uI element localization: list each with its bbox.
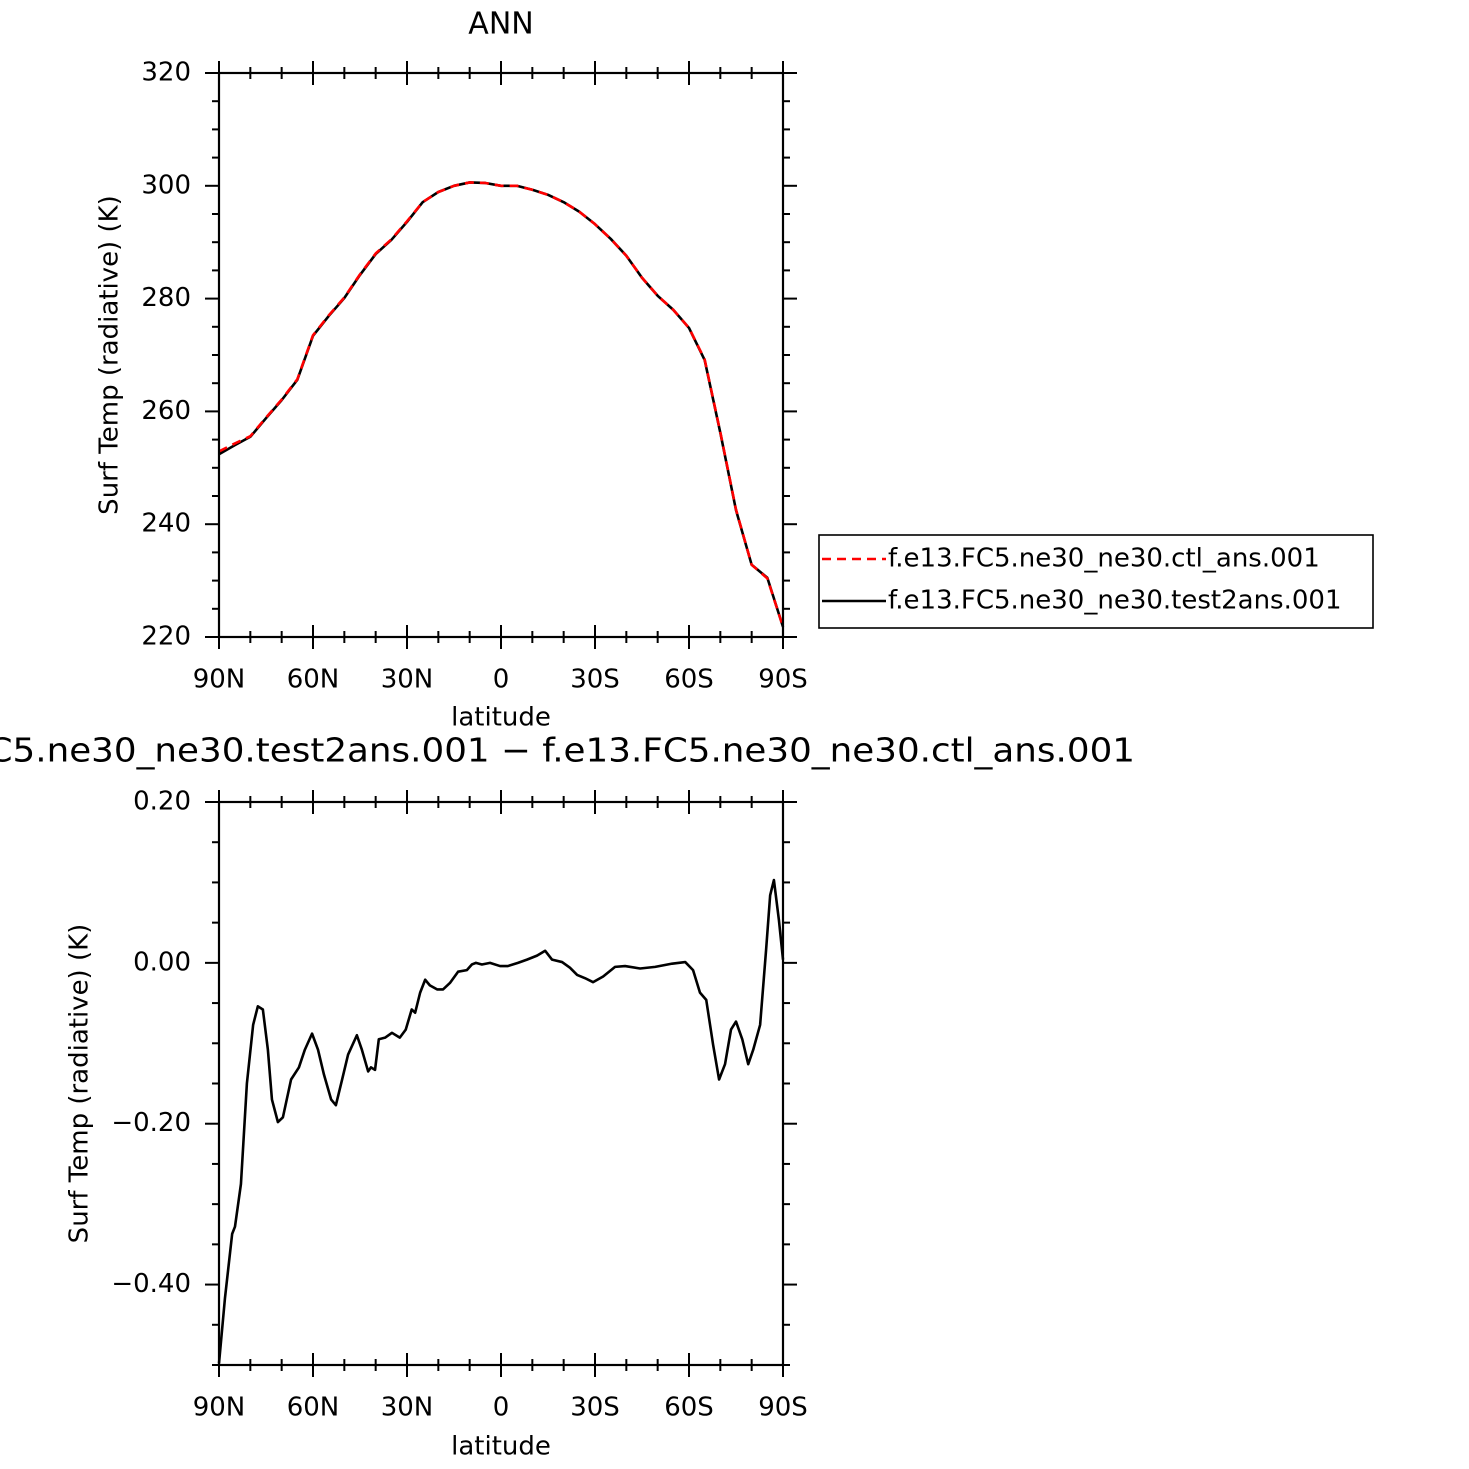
x-axis-label: latitude <box>451 1432 551 1462</box>
y-tick-label: 260 <box>141 396 191 426</box>
x-tick-label: 30S <box>570 665 620 695</box>
x-tick-label: 60N <box>287 1393 340 1423</box>
x-tick-label: 30N <box>381 1393 434 1423</box>
y-tick-label: 220 <box>141 622 191 652</box>
y-tick-label: 320 <box>141 58 191 88</box>
data-line <box>218 181 785 628</box>
x-tick-label: 90S <box>758 665 808 695</box>
x-tick-label: 30N <box>381 665 434 695</box>
x-tick-label: 90S <box>758 1393 808 1423</box>
chart-title: ANN <box>468 7 533 42</box>
x-tick-label: 0 <box>493 1393 510 1423</box>
y-axis-label: Surf Temp (radiative) (K) <box>65 924 95 1244</box>
legend-label: f.e13.FC5.ne30_ne30.test2ans.001 <box>888 586 1342 616</box>
plot-frame <box>217 800 785 1367</box>
chart-title: f.e13.FC5.ne30_ne30.test2ans.001 − f.e13… <box>0 731 1135 770</box>
plot-frame <box>217 71 785 639</box>
y-tick-label: 280 <box>141 283 191 313</box>
y-axis-label: Surf Temp (radiative) (K) <box>95 195 125 515</box>
y-tick-label: 0.20 <box>133 787 191 817</box>
x-tick-label: 90N <box>193 665 246 695</box>
y-tick-label: −0.20 <box>111 1108 191 1138</box>
data-line <box>218 181 785 628</box>
x-tick-label: 30S <box>570 1393 620 1423</box>
x-axis-label: latitude <box>451 703 551 733</box>
legend-label: f.e13.FC5.ne30_ne30.ctl_ans.001 <box>888 544 1320 574</box>
legend-box <box>818 534 1374 629</box>
x-tick-label: 60N <box>287 665 340 695</box>
y-tick-label: 240 <box>141 509 191 539</box>
y-tick-label: 300 <box>141 170 191 200</box>
x-tick-label: 60S <box>664 1393 714 1423</box>
y-tick-label: 0.00 <box>133 947 191 977</box>
x-tick-label: 0 <box>493 665 510 695</box>
y-tick-label: −0.40 <box>111 1269 191 1299</box>
x-tick-label: 60S <box>664 665 714 695</box>
x-tick-label: 90N <box>193 1393 246 1423</box>
data-line <box>217 878 785 1364</box>
